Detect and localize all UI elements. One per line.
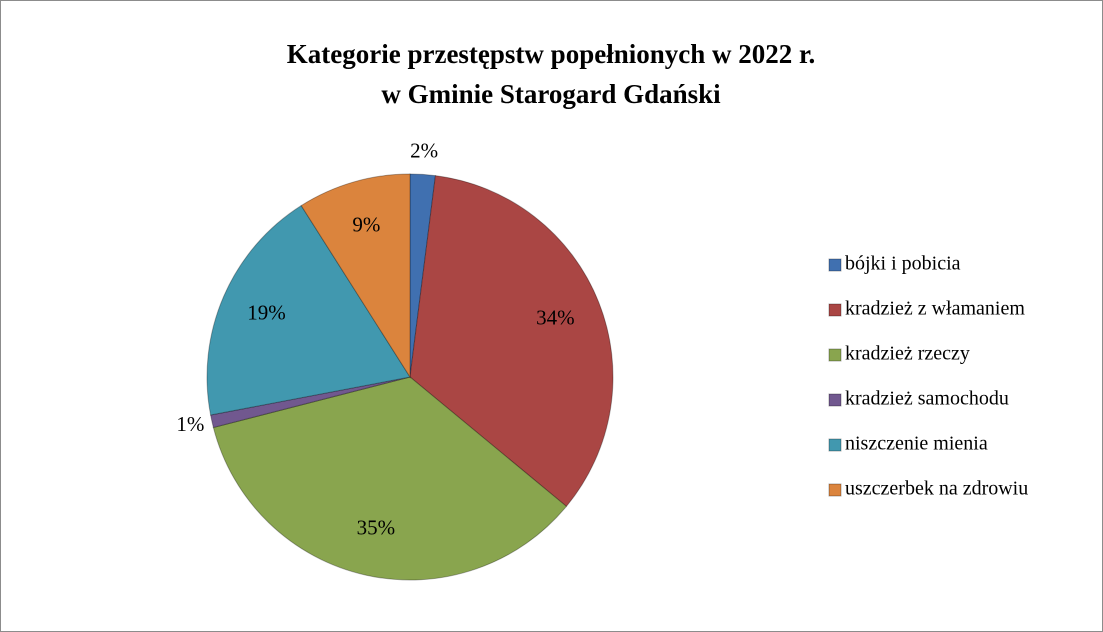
data-label: 9% [352,213,380,237]
legend-swatch [828,258,842,272]
legend-label: kradzież samochodu [845,388,1009,410]
data-label: 34% [536,305,575,329]
pie-slice [206,204,411,416]
pie-slice [300,173,411,379]
legend-label: kradzież z włamaniem [845,298,1025,320]
legend-label: bójki i pobicia [845,253,961,275]
pie-slice [210,376,411,429]
chart-title: w Gminie Starogard Gdański [381,79,721,109]
legend-label: niszczenie mienia [845,433,988,455]
legend-swatch [828,303,842,317]
pie-slice [212,376,568,581]
legend-label: uszczerbek na zdrowiu [845,478,1028,500]
legend-label: kradzież rzeczy [845,343,970,365]
legend-swatch [828,438,842,452]
chart-title: Kategorie przestępstw popełnionych w 202… [287,39,815,69]
data-label: 2% [410,138,438,162]
legend-swatch [828,483,842,497]
data-label: 35% [357,515,396,539]
pie-slice [409,173,437,378]
pie-slice [409,175,614,508]
data-label: 1% [176,412,204,436]
legend-swatch [828,393,842,407]
legend-swatch [828,348,842,362]
data-label: 19% [247,301,286,325]
